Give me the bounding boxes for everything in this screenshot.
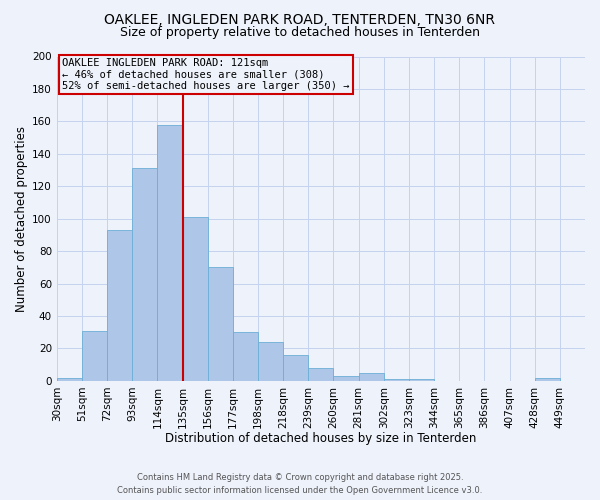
Bar: [57, 378, 82, 381]
Bar: [157, 124, 182, 381]
Y-axis label: Number of detached properties: Number of detached properties: [15, 126, 28, 312]
Bar: [535, 378, 560, 381]
Bar: [359, 372, 384, 381]
Bar: [283, 355, 308, 381]
Text: OAKLEE INGLEDEN PARK ROAD: 121sqm
← 46% of detached houses are smaller (308)
52%: OAKLEE INGLEDEN PARK ROAD: 121sqm ← 46% …: [62, 58, 350, 92]
Bar: [334, 376, 359, 381]
Bar: [258, 342, 283, 381]
Bar: [182, 217, 208, 381]
Text: Contains HM Land Registry data © Crown copyright and database right 2025.
Contai: Contains HM Land Registry data © Crown c…: [118, 473, 482, 495]
Bar: [409, 379, 434, 381]
Bar: [208, 268, 233, 381]
Bar: [107, 230, 132, 381]
Text: Size of property relative to detached houses in Tenterden: Size of property relative to detached ho…: [120, 26, 480, 39]
Text: OAKLEE, INGLEDEN PARK ROAD, TENTERDEN, TN30 6NR: OAKLEE, INGLEDEN PARK ROAD, TENTERDEN, T…: [104, 12, 496, 26]
X-axis label: Distribution of detached houses by size in Tenterden: Distribution of detached houses by size …: [165, 432, 476, 445]
Bar: [132, 168, 157, 381]
Bar: [308, 368, 334, 381]
Bar: [233, 332, 258, 381]
Bar: [384, 379, 409, 381]
Bar: [82, 330, 107, 381]
